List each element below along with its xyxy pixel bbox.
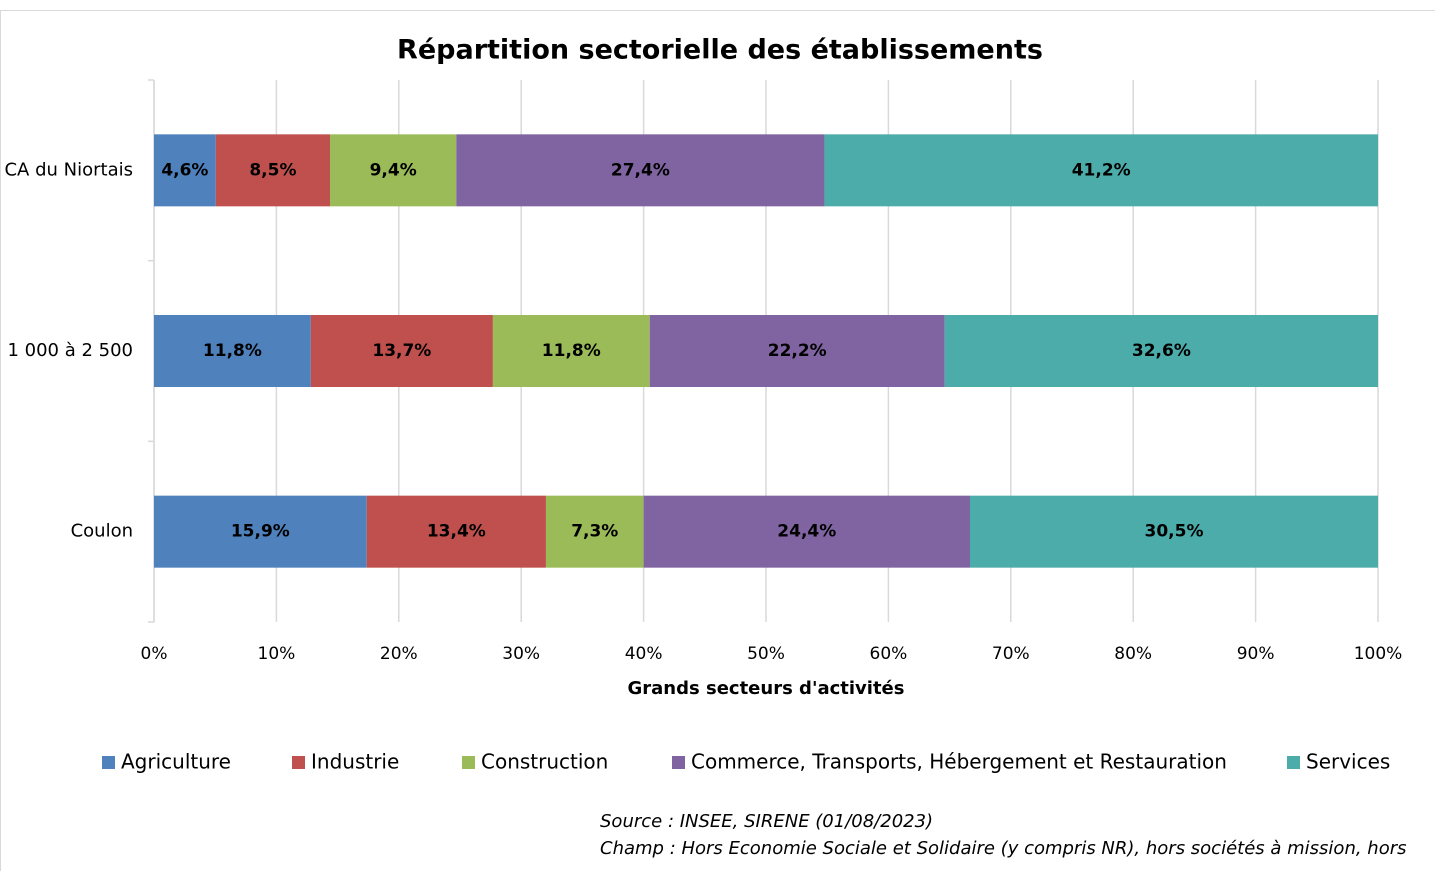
data-label: 24,4%: [777, 522, 836, 542]
y-tick-label: 1 000 à 2 500: [7, 340, 133, 361]
bar-segment: [215, 134, 331, 207]
x-tick-label: 100%: [1354, 644, 1403, 664]
bar-segment: [366, 495, 546, 568]
data-label: 30,5%: [1145, 522, 1204, 542]
bar-segment: [944, 315, 1378, 387]
bar-segment: [970, 495, 1378, 568]
x-tick-label: 10%: [258, 644, 296, 664]
x-axis-title: Grands secteurs d'activités: [628, 678, 905, 699]
y-tick-label: CA du Niortais: [4, 159, 133, 180]
bar-segment: [154, 315, 311, 387]
x-tick-label: 50%: [747, 644, 785, 664]
bar-segment: [330, 134, 457, 207]
chart-frame: [0, 10, 1435, 871]
bar-segment: [456, 134, 825, 207]
data-label: 9,4%: [370, 160, 417, 180]
note: Source : INSEE, SIRENE (01/08/2023): [600, 811, 933, 832]
x-tick-label: 80%: [1114, 644, 1152, 664]
legend-swatch: [1287, 756, 1300, 769]
legend-swatch: [292, 756, 305, 769]
legend-label: Construction: [481, 750, 608, 774]
data-label: 13,4%: [427, 522, 486, 542]
x-tick-label: 0%: [141, 644, 168, 664]
x-tick-label: 40%: [625, 644, 663, 664]
data-label: 7,3%: [571, 522, 618, 542]
data-label: 11,8%: [542, 341, 601, 361]
bar-segment: [643, 495, 970, 568]
data-label: 22,2%: [768, 341, 827, 361]
y-tick-label: Coulon: [71, 521, 133, 542]
bar-segment: [492, 315, 650, 387]
x-tick-label: 70%: [992, 644, 1030, 664]
x-tick-label: 20%: [380, 644, 418, 664]
x-tick-label: 30%: [502, 644, 540, 664]
legend-label: Services: [1306, 750, 1390, 774]
data-label: 41,2%: [1072, 160, 1131, 180]
bar-segment: [154, 134, 216, 207]
data-label: 32,6%: [1132, 341, 1191, 361]
bar-segment: [154, 495, 367, 568]
bar-segment: [310, 315, 493, 387]
data-label: 11,8%: [203, 341, 262, 361]
x-tick-label: 90%: [1237, 644, 1275, 664]
x-tick-label: 60%: [870, 644, 908, 664]
legend-label: Commerce, Transports, Hébergement et Res…: [691, 750, 1227, 774]
bar-segment: [649, 315, 945, 387]
chart-title: Répartition sectorielle des établissemen…: [397, 35, 1043, 66]
bar-segment: [824, 134, 1378, 207]
legend-label: Agriculture: [121, 750, 231, 774]
bar-segment: [545, 495, 644, 568]
note: Champ : Hors Economie Sociale et Solidai…: [600, 838, 1407, 859]
legend-swatch: [462, 756, 475, 769]
data-label: 27,4%: [611, 160, 670, 180]
data-label: 13,7%: [372, 341, 431, 361]
legend-swatch: [102, 756, 115, 769]
legend-label: Industrie: [311, 750, 399, 774]
data-label: 8,5%: [249, 160, 296, 180]
data-label: 4,6%: [161, 160, 208, 180]
data-label: 15,9%: [231, 522, 290, 542]
legend-swatch: [672, 756, 685, 769]
